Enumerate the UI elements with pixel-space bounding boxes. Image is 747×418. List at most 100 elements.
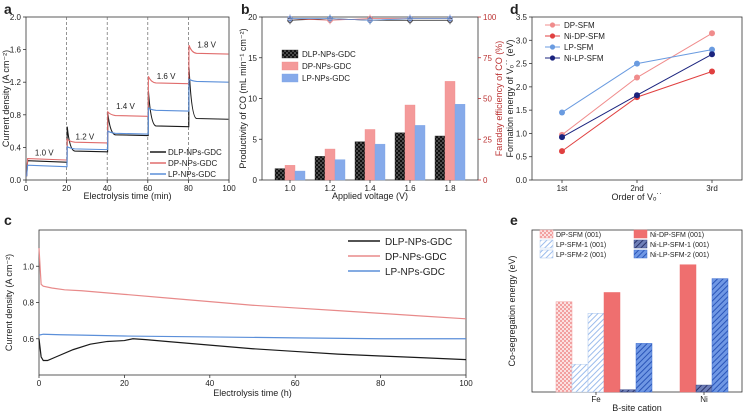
panel-d-point-DP-SFM: [709, 30, 715, 37]
panel-d-point-DP-SFM: [634, 74, 640, 81]
panel-b-ytick-label: 5: [253, 135, 258, 144]
panel-a-xtick-label: 100: [222, 184, 236, 193]
panel-c-xtick-label: 60: [291, 379, 300, 388]
panel-b-ytick-label: 10: [248, 95, 257, 104]
panel-e-label: e: [510, 212, 518, 228]
panel-e-legend-swatch: [539, 229, 554, 239]
panel-d-point-Ni-DP-SFM: [559, 148, 565, 155]
panel-b-xtick-label: 1.0: [284, 184, 296, 193]
panel-c-series-LP-NPs-GDC: [38, 333, 466, 340]
panel-b-bar-DLP-NPs-GDC: [394, 132, 406, 181]
panel-d-point-Ni-DP-SFM: [709, 68, 715, 75]
panel-d-ytick-label: 0.5: [516, 153, 528, 162]
panel-b-ytick-label: 0: [253, 176, 258, 185]
panel-e-legend-label: LP-SFM-2 (001): [556, 252, 606, 259]
panel-b-ytick-label: 20: [248, 13, 257, 22]
panel-d-legend-marker: [549, 33, 556, 39]
panel-b-bar-DP-NPs-GDC: [364, 129, 376, 181]
panel-e-bar-LP-SFM-2 (001): [587, 313, 605, 393]
panel-d-legend-label: DP-SFM: [564, 21, 595, 30]
panel-a-ytick-label: 0.0: [10, 176, 22, 185]
panel-b-bar-DP-NPs-GDC: [324, 148, 336, 181]
panel-a-xtick-label: 60: [143, 184, 152, 193]
panel-a-legend-label: DLP-NPs-GDC: [168, 148, 222, 157]
panel-d-xtick-label: 3rd: [706, 184, 718, 193]
panel-a-ytick-label: 1.6: [10, 46, 22, 55]
panel-c-series-DP-NPs-GDC: [38, 248, 467, 320]
panel-a-xtick-label: 0: [24, 184, 29, 193]
panel-b-bar-DLP-NPs-GDC: [314, 156, 326, 181]
panel-b-y2tick-label: 75: [483, 54, 492, 63]
panel-d-ytick-label: 2.5: [516, 60, 528, 69]
panel-c-xtick-label: 40: [205, 379, 214, 388]
panel-e-bar-Ni-DP-SFM (001): [679, 264, 697, 393]
panel-b-bar-DP-NPs-GDC: [284, 165, 296, 181]
panel-a-voltage-label: 1.6 V: [157, 72, 176, 81]
panel-d-point-Ni-LP-SFM: [559, 134, 565, 141]
panel-e-legend-swatch: [633, 249, 648, 259]
panel-a-voltage-label: 1.0 V: [35, 149, 54, 158]
panel-b-legend-swatch: [281, 73, 299, 83]
panel-a-xtick-label: 80: [184, 184, 193, 193]
panel-d-ytick-label: 1.0: [516, 129, 528, 138]
panel-a-voltage-label: 1.8 V: [197, 40, 216, 49]
panel-e-legend-swatch: [539, 249, 554, 259]
panel-a-xlabel: Electrolysis time (min): [83, 191, 171, 201]
panel-b-legend-label: LP-NPs-GDC: [302, 74, 350, 83]
panel-c-ytick-label: 0.6: [23, 335, 35, 344]
panel-b-label: b: [241, 1, 250, 17]
panel-b-y2tick-label: 100: [483, 13, 497, 22]
panel-b-legend-label: DLP-NPs-GDC: [302, 50, 356, 59]
panel-d-point-Ni-LP-SFM: [709, 51, 715, 58]
panel-e-legend-label: Ni-LP-SFM-1 (001): [650, 242, 709, 249]
panel-c-ytick-label: 0.8: [23, 299, 35, 308]
panel-a-legend-label: DP-NPs-GDC: [168, 159, 218, 168]
panel-d-ytick-label: 3.0: [516, 36, 528, 45]
panel-a-voltage-label: 1.4 V: [116, 102, 135, 111]
panel-b-y2tick-label: 25: [483, 135, 492, 144]
panel-e-xtick-label: Fe: [591, 395, 601, 404]
panel-d-ytick-label: 0.0: [516, 176, 528, 185]
panel-d-point-LP-SFM: [559, 109, 565, 116]
panel-b-y2tick-label: 0: [483, 176, 488, 185]
panel-b-bar-DP-NPs-GDC: [444, 81, 456, 181]
panel-e-bar-Ni-LP-SFM-1 (001): [695, 384, 713, 393]
panel-a-series-DP-NPs-GDC: [26, 44, 229, 177]
panel-e-bar-Ni-LP-SFM-2 (001): [711, 278, 729, 393]
panel-d-legend-marker: [549, 55, 556, 61]
panel-e-ylabel: Co-segregation energy (eV): [507, 255, 517, 366]
panel-c-legend-label: DLP-NPs-GDC: [385, 237, 452, 248]
panel-b-y2tick-label: 50: [483, 95, 492, 104]
panel-e-bar-Ni-LP-SFM-1 (001): [619, 389, 637, 393]
panel-c-xtick-label: 80: [376, 379, 385, 388]
panel-a-legend-label: LP-NPs-GDC: [168, 170, 216, 179]
panel-e-legend-label: DP-SFM (001): [556, 232, 601, 239]
panel-b-legend-swatch: [281, 49, 299, 59]
panel-b-bar-LP-NPs-GDC: [334, 159, 346, 181]
panel-e-bar-DP-SFM (001): [555, 301, 573, 393]
panel-b-xtick-label: 1.4: [364, 184, 376, 193]
panel-c-legend-label: DP-NPs-GDC: [385, 252, 447, 263]
panel-b-xtick-label: 1.8: [444, 184, 456, 193]
panel-c-xtick-label: 100: [459, 379, 473, 388]
panel-d-xtick-label: 2nd: [630, 184, 643, 193]
panel-e-legend-label: Ni-LP-SFM-2 (001): [650, 252, 709, 259]
panel-d-xtick-label: 1st: [557, 184, 568, 193]
panel-d-legend-marker: [549, 44, 556, 50]
panel-e-legend-swatch: [539, 239, 554, 249]
panel-e-legend-label: Ni-DP-SFM (001): [650, 232, 704, 239]
panel-b-bar-DLP-NPs-GDC: [274, 168, 286, 181]
panel-c-label: c: [4, 212, 12, 228]
panel-a-ytick-label: 0.8: [10, 111, 22, 120]
panel-e-legend-label: LP-SFM-1 (001): [556, 242, 606, 249]
panel-b-legend-label: DP-NPs-GDC: [302, 62, 352, 71]
panel-a-ytick-label: 2.0: [10, 13, 22, 22]
panel-a-ylabel: Current density (A cm⁻²): [1, 50, 11, 147]
panel-a-label: a: [4, 1, 12, 17]
panel-d-xlabel: Order of Vₒ˙˙: [612, 192, 663, 202]
panel-d-ylabel: Formation energy of Vₒ˙˙ (eV): [505, 40, 515, 158]
panel-d-legend-label: LP-SFM: [564, 43, 594, 52]
panel-c-ylabel: Current density (A cm⁻²): [4, 254, 14, 351]
panel-b-bar-LP-NPs-GDC: [374, 143, 386, 181]
